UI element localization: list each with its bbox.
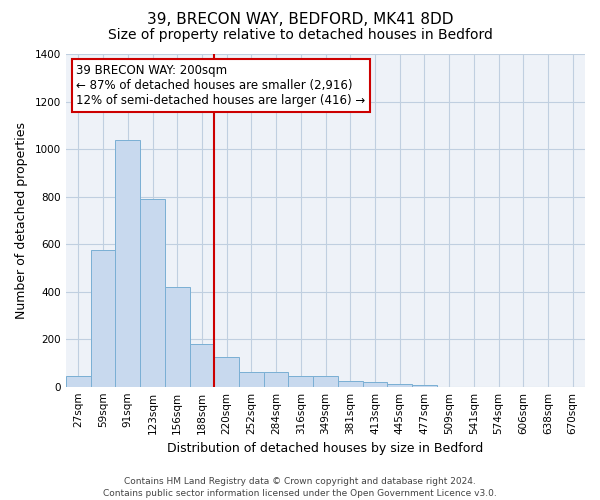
Bar — [91, 250, 115, 386]
Text: 39, BRECON WAY, BEDFORD, MK41 8DD: 39, BRECON WAY, BEDFORD, MK41 8DD — [147, 12, 453, 28]
Bar — [239, 372, 264, 386]
Bar — [66, 376, 91, 386]
Bar — [362, 382, 388, 386]
Text: Contains HM Land Registry data © Crown copyright and database right 2024.
Contai: Contains HM Land Registry data © Crown c… — [103, 476, 497, 498]
Bar — [140, 199, 165, 386]
Bar — [214, 357, 239, 386]
Text: Size of property relative to detached houses in Bedford: Size of property relative to detached ho… — [107, 28, 493, 42]
Bar — [264, 372, 289, 386]
Bar — [165, 287, 190, 386]
X-axis label: Distribution of detached houses by size in Bedford: Distribution of detached houses by size … — [167, 442, 484, 455]
Bar — [190, 344, 214, 387]
Bar — [115, 140, 140, 386]
Y-axis label: Number of detached properties: Number of detached properties — [15, 122, 28, 319]
Bar — [313, 376, 338, 386]
Bar — [338, 380, 362, 386]
Bar — [388, 384, 412, 386]
Bar — [289, 376, 313, 386]
Bar — [412, 385, 437, 386]
Text: 39 BRECON WAY: 200sqm
← 87% of detached houses are smaller (2,916)
12% of semi-d: 39 BRECON WAY: 200sqm ← 87% of detached … — [76, 64, 365, 107]
